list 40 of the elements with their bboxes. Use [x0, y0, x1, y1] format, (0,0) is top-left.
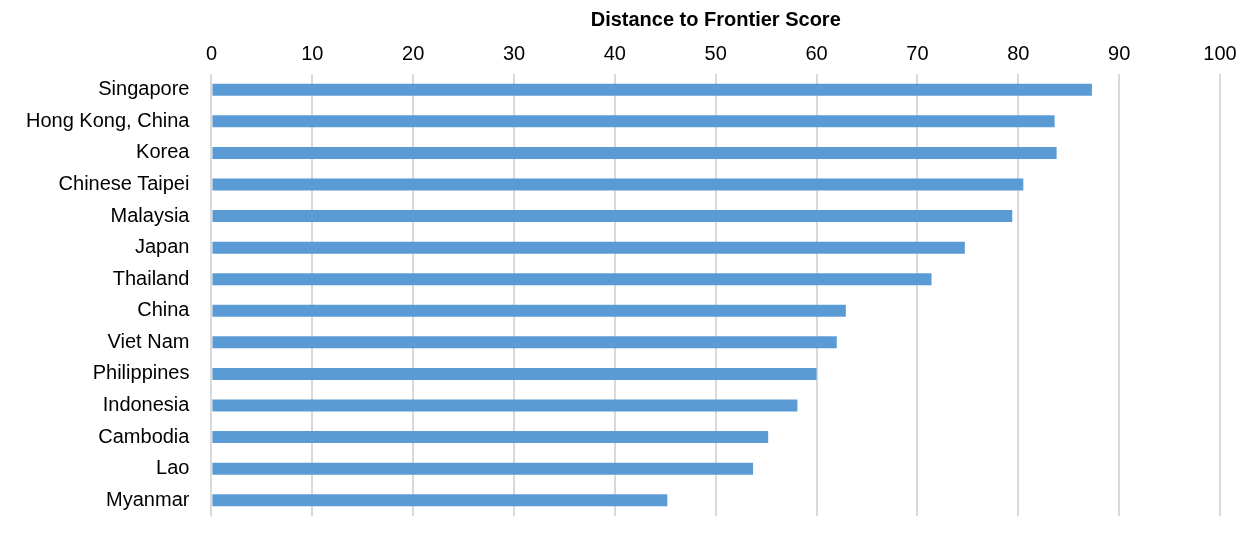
x-tick-label: 80 [1007, 41, 1030, 64]
bar [212, 273, 932, 286]
y-tick-label: Korea [136, 140, 191, 163]
y-tick-label: Cambodia [98, 424, 191, 447]
bar [212, 178, 1024, 191]
y-tick-label: Malaysia [110, 203, 191, 226]
bar [212, 367, 817, 380]
y-tick-label: Thailand [112, 266, 190, 289]
x-tick-label: 60 [805, 41, 828, 64]
bar [212, 399, 798, 412]
x-tick-label: 40 [603, 41, 626, 64]
bar [212, 431, 769, 444]
bar [212, 241, 965, 254]
y-tick-label: Chinese Taipei [58, 172, 190, 195]
x-tick-label: 50 [704, 41, 727, 64]
y-tick-label: Viet Nam [107, 329, 190, 352]
y-tick-label: China [137, 298, 191, 321]
y-tick-label: Indonesia [102, 393, 191, 416]
y-tick-label: Hong Kong, China [25, 108, 191, 131]
bar [212, 115, 1055, 128]
x-axis-title: Distance to Frontier Score [590, 7, 841, 30]
bar [212, 146, 1057, 159]
x-tick-label: 30 [502, 41, 526, 64]
x-tick-label: 0 [205, 41, 218, 64]
x-tick-label: 20 [402, 41, 425, 64]
bar [212, 83, 1092, 96]
bar [212, 462, 754, 475]
bar [212, 494, 668, 507]
x-tick-label: 100 [1203, 41, 1237, 64]
bar [212, 336, 837, 349]
y-tick-label: Japan [134, 235, 190, 258]
bar [212, 210, 1013, 223]
bar [212, 304, 846, 317]
x-tick-label: 90 [1108, 41, 1131, 64]
y-tick-label: Myanmar [106, 487, 190, 510]
x-tick-label: 70 [906, 41, 929, 64]
x-tick-label: 10 [301, 41, 324, 64]
y-tick-label: Philippines [92, 361, 190, 384]
y-tick-label: Singapore [98, 77, 190, 100]
y-tick-label: Lao [156, 456, 190, 479]
